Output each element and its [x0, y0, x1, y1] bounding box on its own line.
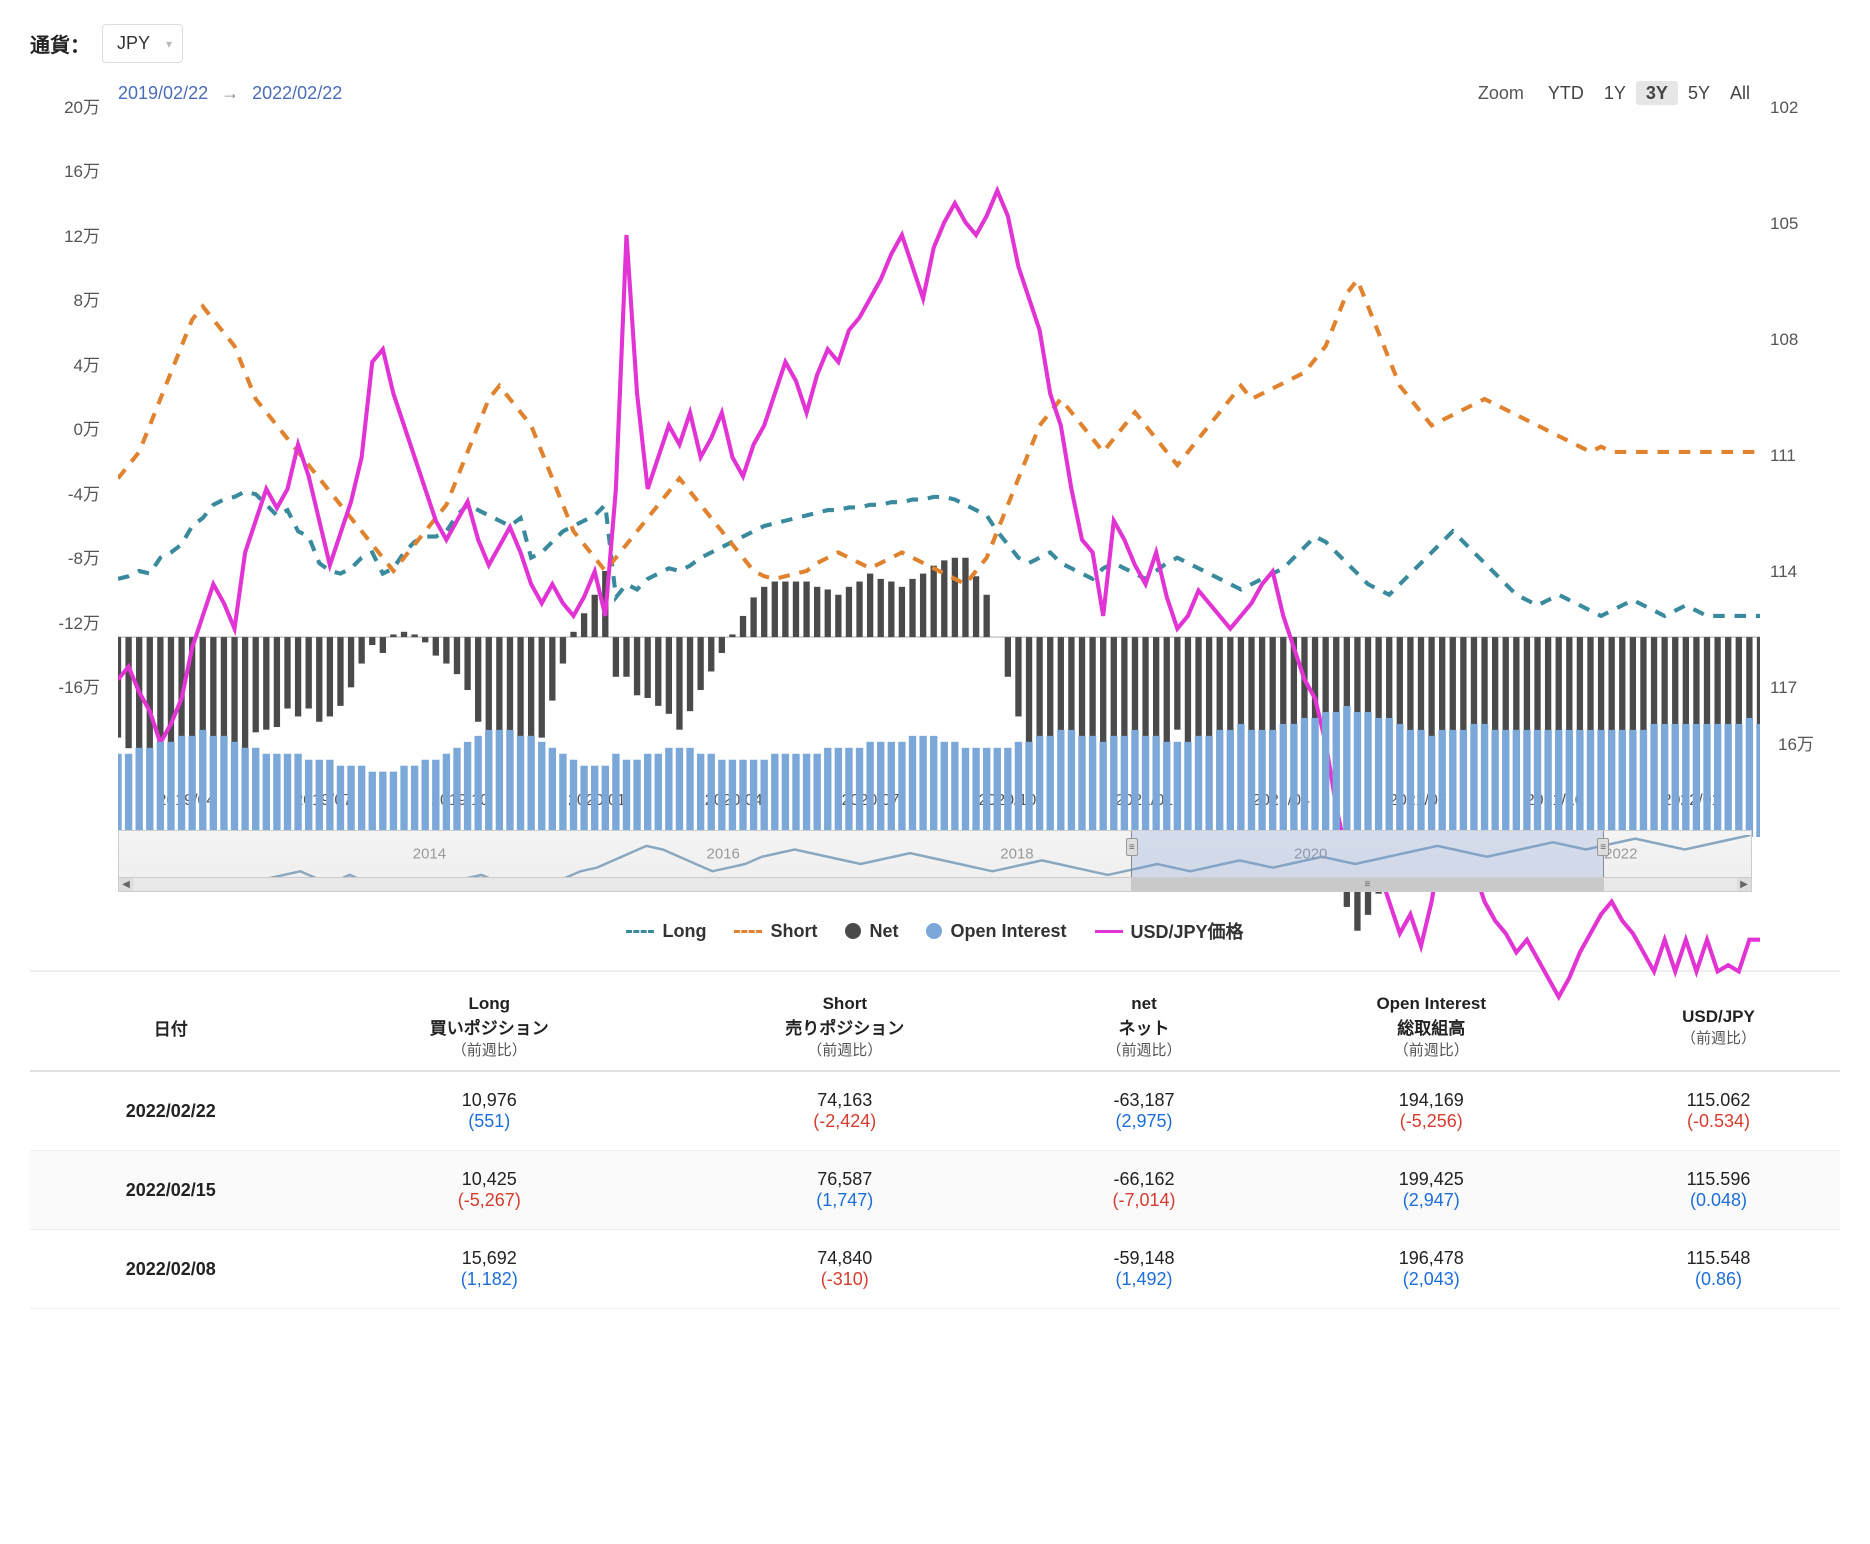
chart-plot[interactable]	[118, 108, 1760, 1060]
zoom-label: Zoom	[1478, 83, 1524, 104]
cell-long: 15,692(1,182)	[312, 1230, 667, 1309]
nav-year: 2018	[1000, 846, 1033, 863]
navigator-thumb[interactable]: ≡	[1131, 878, 1604, 891]
y-axis-right: 102105108111114117	[1760, 108, 1840, 688]
table-row: 2022/02/2210,976(551)74,163(-2,424)-63,1…	[30, 1071, 1840, 1151]
zoom-3y[interactable]: 3Y	[1636, 81, 1678, 105]
y-axis-left: 20万16万12万8万4万0万-4万-8万-12万-16万	[30, 108, 110, 688]
cell-long: 10,425(-5,267)	[312, 1151, 667, 1230]
cell-price: 115.062(-0.534)	[1597, 1071, 1840, 1151]
table-row: 2022/02/0815,692(1,182)74,840(-310)-59,1…	[30, 1230, 1840, 1309]
zoom-all[interactable]: All	[1720, 81, 1760, 105]
zoom-1y[interactable]: 1Y	[1594, 81, 1636, 105]
cell-net: -59,148(1,492)	[1023, 1230, 1266, 1309]
navigator-handle-left[interactable]: ≡	[1126, 838, 1138, 856]
scroll-right-icon[interactable]: ▶	[1737, 878, 1751, 891]
cell-date: 2022/02/22	[30, 1071, 312, 1151]
oi-right-label: 16万	[1768, 730, 1840, 755]
main-chart[interactable]: 20万16万12万8万4万0万-4万-8万-12万-16万 1021051081…	[30, 108, 1840, 688]
zoom-ytd[interactable]: YTD	[1538, 81, 1594, 105]
cell-oi: 194,169(-5,256)	[1266, 1071, 1597, 1151]
nav-year: 2022	[1604, 846, 1637, 863]
cell-net: -63,187(2,975)	[1023, 1071, 1266, 1151]
currency-selected: JPY	[117, 33, 150, 54]
table-row: 2022/02/1510,425(-5,267)76,587(1,747)-66…	[30, 1151, 1840, 1230]
cell-date: 2022/02/15	[30, 1151, 312, 1230]
cell-short: 74,840(-310)	[667, 1230, 1022, 1309]
nav-year: 2014	[413, 846, 446, 863]
navigator[interactable]: 20142016201820202022 ≡ ≡ ◀ ≡ ▶	[30, 830, 1840, 892]
cell-date: 2022/02/08	[30, 1230, 312, 1309]
date-arrow-icon: →	[221, 83, 239, 103]
date-range: 2019/02/22 → 2022/02/22	[118, 83, 342, 104]
open-interest-chart[interactable]: 16万	[30, 706, 1840, 786]
cell-long: 10,976(551)	[312, 1071, 667, 1151]
scroll-left-icon[interactable]: ◀	[119, 878, 133, 891]
navigator-handle-right[interactable]: ≡	[1597, 838, 1609, 856]
currency-select[interactable]: JPY	[102, 24, 183, 63]
cell-short: 74,163(-2,424)	[667, 1071, 1022, 1151]
cell-short: 76,587(1,747)	[667, 1151, 1022, 1230]
cell-net: -66,162(-7,014)	[1023, 1151, 1266, 1230]
date-to[interactable]: 2022/02/22	[252, 83, 342, 103]
cell-price: 115.548(0.86)	[1597, 1230, 1840, 1309]
cell-oi: 196,478(2,043)	[1266, 1230, 1597, 1309]
navigator-selection[interactable]: ≡ ≡	[1131, 831, 1604, 877]
cell-price: 115.596(0.048)	[1597, 1151, 1840, 1230]
currency-label: 通貨：	[30, 29, 90, 58]
nav-year: 2016	[707, 846, 740, 863]
zoom-5y[interactable]: 5Y	[1678, 81, 1720, 105]
cell-oi: 199,425(2,947)	[1266, 1151, 1597, 1230]
oi-plot[interactable]	[118, 706, 1760, 837]
date-from[interactable]: 2019/02/22	[118, 83, 208, 103]
